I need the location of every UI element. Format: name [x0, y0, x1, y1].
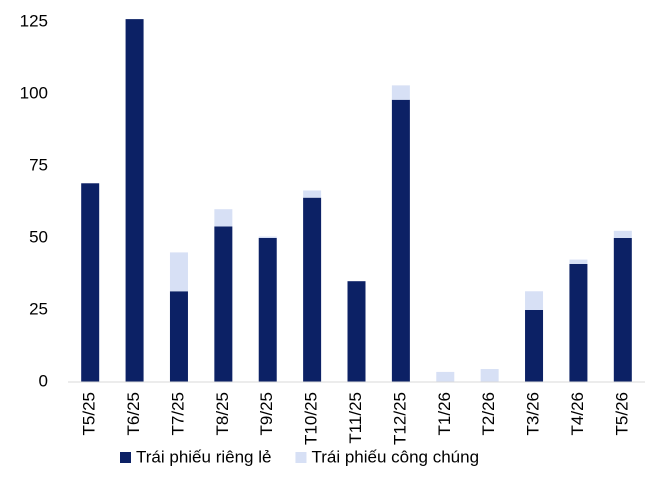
y-tick-label: 125 — [20, 11, 48, 30]
bar-segment — [303, 190, 322, 198]
x-tick-label: T3/26 — [524, 392, 543, 435]
bar-segment — [569, 259, 588, 264]
bar-segment — [436, 371, 455, 382]
legend-swatch — [120, 452, 131, 463]
bar-segment — [613, 230, 632, 238]
x-tick-label: T11/25 — [346, 392, 365, 444]
bar-segment — [258, 236, 277, 238]
bar-segment — [613, 238, 632, 382]
bar-segment — [525, 291, 544, 310]
y-tick-label: 75 — [29, 155, 48, 174]
bar-segment — [347, 281, 366, 382]
x-tick-label: T5/26 — [612, 392, 631, 435]
y-tick-label: 25 — [29, 299, 48, 318]
bar-segment — [214, 226, 233, 382]
legend-swatch — [295, 452, 307, 463]
y-tick-label: 50 — [29, 227, 48, 246]
bar-segment — [525, 310, 544, 382]
bar-segment — [258, 238, 277, 382]
x-tick-label: T6/25 — [124, 392, 143, 435]
legend-label: Trái phiếu công chúng — [311, 447, 479, 466]
x-tick-label: T1/26 — [435, 392, 454, 435]
bar-segment — [169, 291, 188, 382]
x-tick-label: T12/25 — [390, 392, 409, 445]
bar-segment — [303, 197, 322, 382]
x-tick-label: T8/25 — [213, 392, 232, 435]
bar-segment — [391, 99, 410, 382]
bar-segment — [214, 209, 233, 227]
x-tick-label: T4/26 — [568, 392, 587, 435]
bar-segment — [391, 85, 410, 100]
legend-label: Trái phiếu riêng lẻ — [136, 447, 271, 466]
bar-segment — [81, 183, 100, 382]
x-tick-label: T10/25 — [302, 392, 321, 445]
y-tick-label: 0 — [39, 371, 48, 390]
y-tick-label: 100 — [20, 83, 48, 102]
x-tick-label: T2/26 — [479, 392, 498, 435]
bar-segment — [569, 263, 588, 382]
bar-segment — [480, 369, 499, 382]
x-tick-label: T9/25 — [257, 392, 276, 435]
x-tick-label: T5/25 — [80, 392, 99, 435]
bar-segment — [125, 19, 144, 383]
bar-segment — [169, 252, 188, 292]
x-tick-label: T7/25 — [168, 392, 187, 435]
